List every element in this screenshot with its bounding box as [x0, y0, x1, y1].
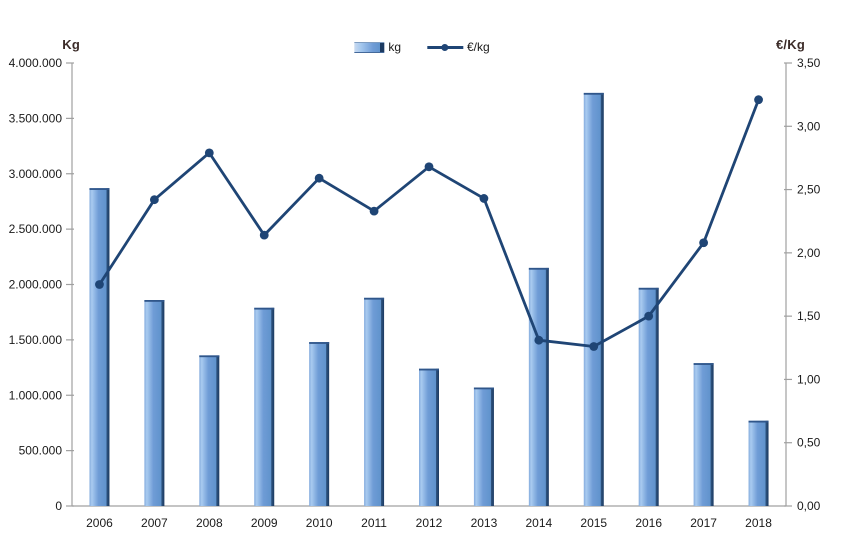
x-axis-label-2007: 2007 — [141, 516, 168, 530]
legend-label-kg: kg — [388, 40, 401, 54]
line-series-eur-kg — [95, 95, 763, 351]
price-line — [98, 98, 760, 348]
price-marker-2014 — [534, 335, 544, 345]
y-axis-right-tick-label: 1,00 — [797, 372, 821, 386]
left-axis-title: Kg — [62, 37, 80, 52]
x-axis-label-2010: 2010 — [306, 516, 333, 530]
legend-item-kg: kg — [354, 40, 401, 54]
bar-2011 — [364, 297, 385, 506]
x-axis-label-2016: 2016 — [635, 516, 662, 530]
y-axis-left-tick-label: 1.500.000 — [9, 333, 63, 347]
y-axis-left-tick-label: 500.000 — [19, 444, 63, 458]
price-marker-2009 — [259, 230, 269, 240]
x-axis-label-2018: 2018 — [745, 516, 772, 530]
x-axis-label-2017: 2017 — [690, 516, 717, 530]
bar-2018 — [748, 420, 769, 506]
y-axis-left-tick-label: 2.500.000 — [9, 222, 63, 236]
bar-2014 — [528, 267, 549, 506]
price-marker-2012 — [424, 162, 434, 172]
x-axis-labels: 2006 2007 2008 2009 2010 2011 2012 2013 2014 2015… — [86, 516, 772, 530]
y-axis-right-tick-label: 3,00 — [797, 119, 821, 133]
price-marker-2006 — [95, 280, 104, 289]
bar-top-cap — [254, 307, 275, 310]
bar-2010 — [309, 342, 330, 506]
x-axis-label-2006: 2006 — [86, 516, 113, 530]
bar-top-cap — [583, 92, 604, 95]
right-axis-title: €/Kg — [776, 37, 805, 52]
bar-top-cap — [89, 188, 110, 190]
y-axis-right-tick-label: 1,50 — [797, 309, 821, 323]
price-marker-2011 — [369, 206, 379, 216]
x-axis-label-2011: 2011 — [361, 516, 387, 530]
price-marker-2010 — [314, 173, 324, 183]
bar-2006 — [89, 188, 110, 506]
bar-2008 — [199, 355, 220, 506]
bar-top-cap — [693, 363, 714, 365]
price-marker-2007 — [149, 195, 159, 205]
bar-top-cap — [199, 355, 220, 358]
bar-2009 — [254, 307, 275, 506]
price-marker-2008 — [204, 148, 214, 158]
y-axis-left-tick-label: 4.000.000 — [9, 56, 63, 70]
price-marker-2015 — [589, 342, 599, 351]
legend-bar-swatch — [354, 41, 385, 53]
bar-top-cap — [364, 297, 385, 300]
y-axis-left-tick-label: 3.000.000 — [9, 167, 63, 181]
bar-2013 — [473, 387, 494, 506]
bar-series-kg — [89, 92, 769, 506]
x-axis-label-2012: 2012 — [416, 516, 443, 530]
legend-item-eur-kg: €/kg — [427, 40, 490, 54]
bar-top-cap — [144, 300, 165, 302]
bar-2007 — [144, 300, 165, 506]
price-marker-2018 — [754, 95, 763, 105]
y-axis-left-tick-label: 3.500.000 — [9, 111, 63, 125]
y-axis-left-tick-label: 1.000.000 — [9, 388, 63, 402]
price-marker-2017 — [699, 238, 709, 248]
bar-top-cap — [528, 267, 549, 270]
legend-label-eur-kg: €/kg — [467, 40, 490, 54]
x-axis-label-2013: 2013 — [471, 516, 498, 530]
bar-2016 — [638, 287, 659, 506]
x-axis-label-2014: 2014 — [525, 516, 552, 530]
bar-top-cap — [419, 368, 439, 371]
bar-2012 — [419, 368, 439, 506]
bar-top-cap — [638, 287, 659, 290]
bar-top-cap — [309, 342, 330, 344]
axes: 0 500.000 1.000.000 1.500.000 2.000.000 2.500… — [9, 56, 821, 513]
bar-2015 — [583, 92, 604, 506]
x-axis-label-2009: 2009 — [251, 516, 278, 530]
y-axis-right-tick-label: 3,50 — [797, 56, 821, 70]
x-axis-label-2015: 2015 — [580, 516, 607, 530]
legend-line-marker — [441, 43, 448, 51]
bar-top-cap — [473, 387, 494, 390]
price-marker-2016 — [644, 311, 654, 321]
y-axis-left-tick-label: 2.000.000 — [9, 278, 63, 292]
legend: kg €/kg — [354, 40, 490, 54]
x-axis-label-2008: 2008 — [196, 516, 223, 530]
y-axis-right-tick-label: 2,00 — [797, 246, 821, 260]
y-axis-right-tick-label: 2,50 — [797, 183, 821, 197]
y-axis-right-tick-label: 0,50 — [797, 436, 821, 450]
price-marker-2013 — [479, 194, 489, 203]
y-axis-left-tick-label: 0 — [55, 499, 62, 513]
bar-top-cap — [748, 420, 769, 423]
bar-2017 — [693, 363, 714, 506]
y-axis-right-tick-label: 0,00 — [797, 499, 821, 513]
legend-line-sample — [427, 43, 463, 52]
